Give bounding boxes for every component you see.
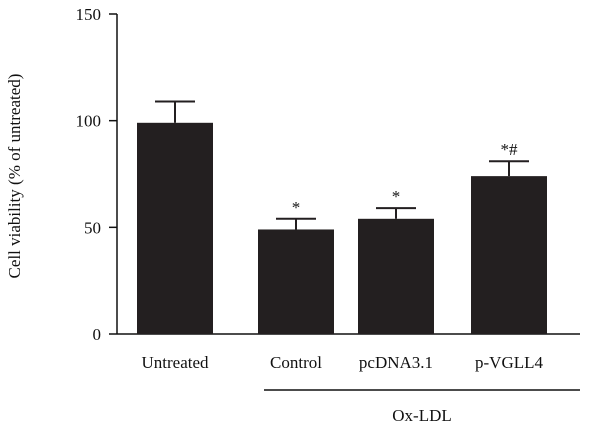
x-category-label: pcDNA3.1 — [359, 353, 433, 372]
significance-marker: * — [292, 198, 301, 217]
y-axis-title: Cell viability (% of untreated) — [5, 74, 24, 279]
x-category-label: Untreated — [141, 353, 209, 372]
y-tick-label: 50 — [84, 218, 101, 237]
x-category-label: p-VGLL4 — [475, 353, 543, 372]
y-ticks: 0 50 100 150 — [76, 5, 117, 344]
bars: * * *# — [137, 100, 547, 334]
bar-untreated — [137, 122, 213, 334]
y-tick-label: 0 — [93, 325, 102, 344]
bar-control — [258, 229, 334, 334]
y-tick-label: 100 — [76, 112, 102, 131]
significance-marker: *# — [501, 140, 519, 159]
category-labels: Untreated Control pcDNA3.1 p-VGLL4 — [141, 353, 543, 372]
x-category-label: Control — [270, 353, 322, 372]
significance-marker: * — [392, 187, 401, 206]
bar-pcdna3-1 — [358, 218, 434, 334]
bar-p-vgll4 — [471, 176, 547, 334]
group-label: Ox-LDL — [392, 406, 451, 425]
y-tick-label: 150 — [76, 5, 102, 24]
